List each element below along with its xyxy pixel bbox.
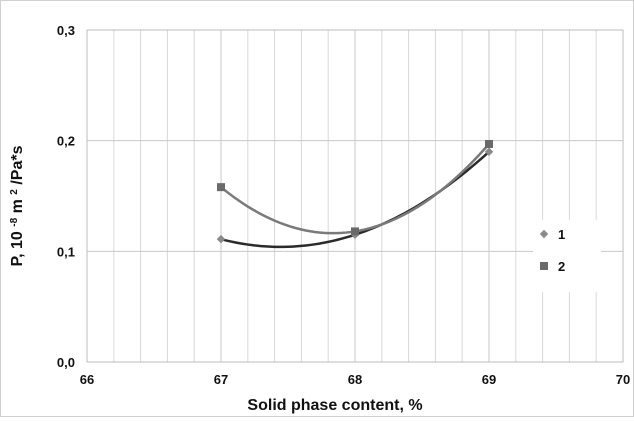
tick-labels: 66 67 68 69 70 0,0 0,1 0,2 0,3 <box>57 23 630 387</box>
legend-label-2: 2 <box>558 259 565 274</box>
x-axis-title: Solid phase content, % <box>247 397 422 414</box>
data-point-series-1 <box>216 234 226 244</box>
data-point-series-2 <box>351 227 359 236</box>
y-tick-label: 0,3 <box>57 23 75 38</box>
legend: 1 2 <box>533 220 601 292</box>
y-axis-title-sup2: 2 <box>9 189 20 195</box>
data-point-series-2 <box>485 139 493 148</box>
x-tick-label: 67 <box>214 372 228 387</box>
x-tick-label: 70 <box>616 372 630 387</box>
legend-label-1: 1 <box>558 227 565 242</box>
data-point-series-2 <box>217 183 225 192</box>
legend-marker-2 <box>540 262 548 270</box>
legend-item-2: 2 <box>540 259 565 274</box>
x-tick-label: 68 <box>348 372 362 387</box>
plot-border <box>86 29 624 363</box>
y-tick-label: 0,2 <box>57 134 75 149</box>
y-axis-title-main: P, 10 <box>9 231 26 266</box>
grid <box>86 29 624 363</box>
data-markers <box>216 139 494 244</box>
x-tick-label: 66 <box>80 372 94 387</box>
y-tick-label: 0,0 <box>57 355 75 370</box>
x-tick-label: 69 <box>482 372 496 387</box>
y-axis-title-sup1: -8 <box>9 217 20 226</box>
y-axis-title-tail: /Pa*s <box>9 145 26 184</box>
y-tick-label: 0,1 <box>57 244 75 259</box>
y-axis-title: P, 10 -8 m 2 /Pa*s <box>9 145 27 266</box>
data-point-series-1 <box>484 147 494 156</box>
y-axis-title-mid: m <box>9 199 26 213</box>
